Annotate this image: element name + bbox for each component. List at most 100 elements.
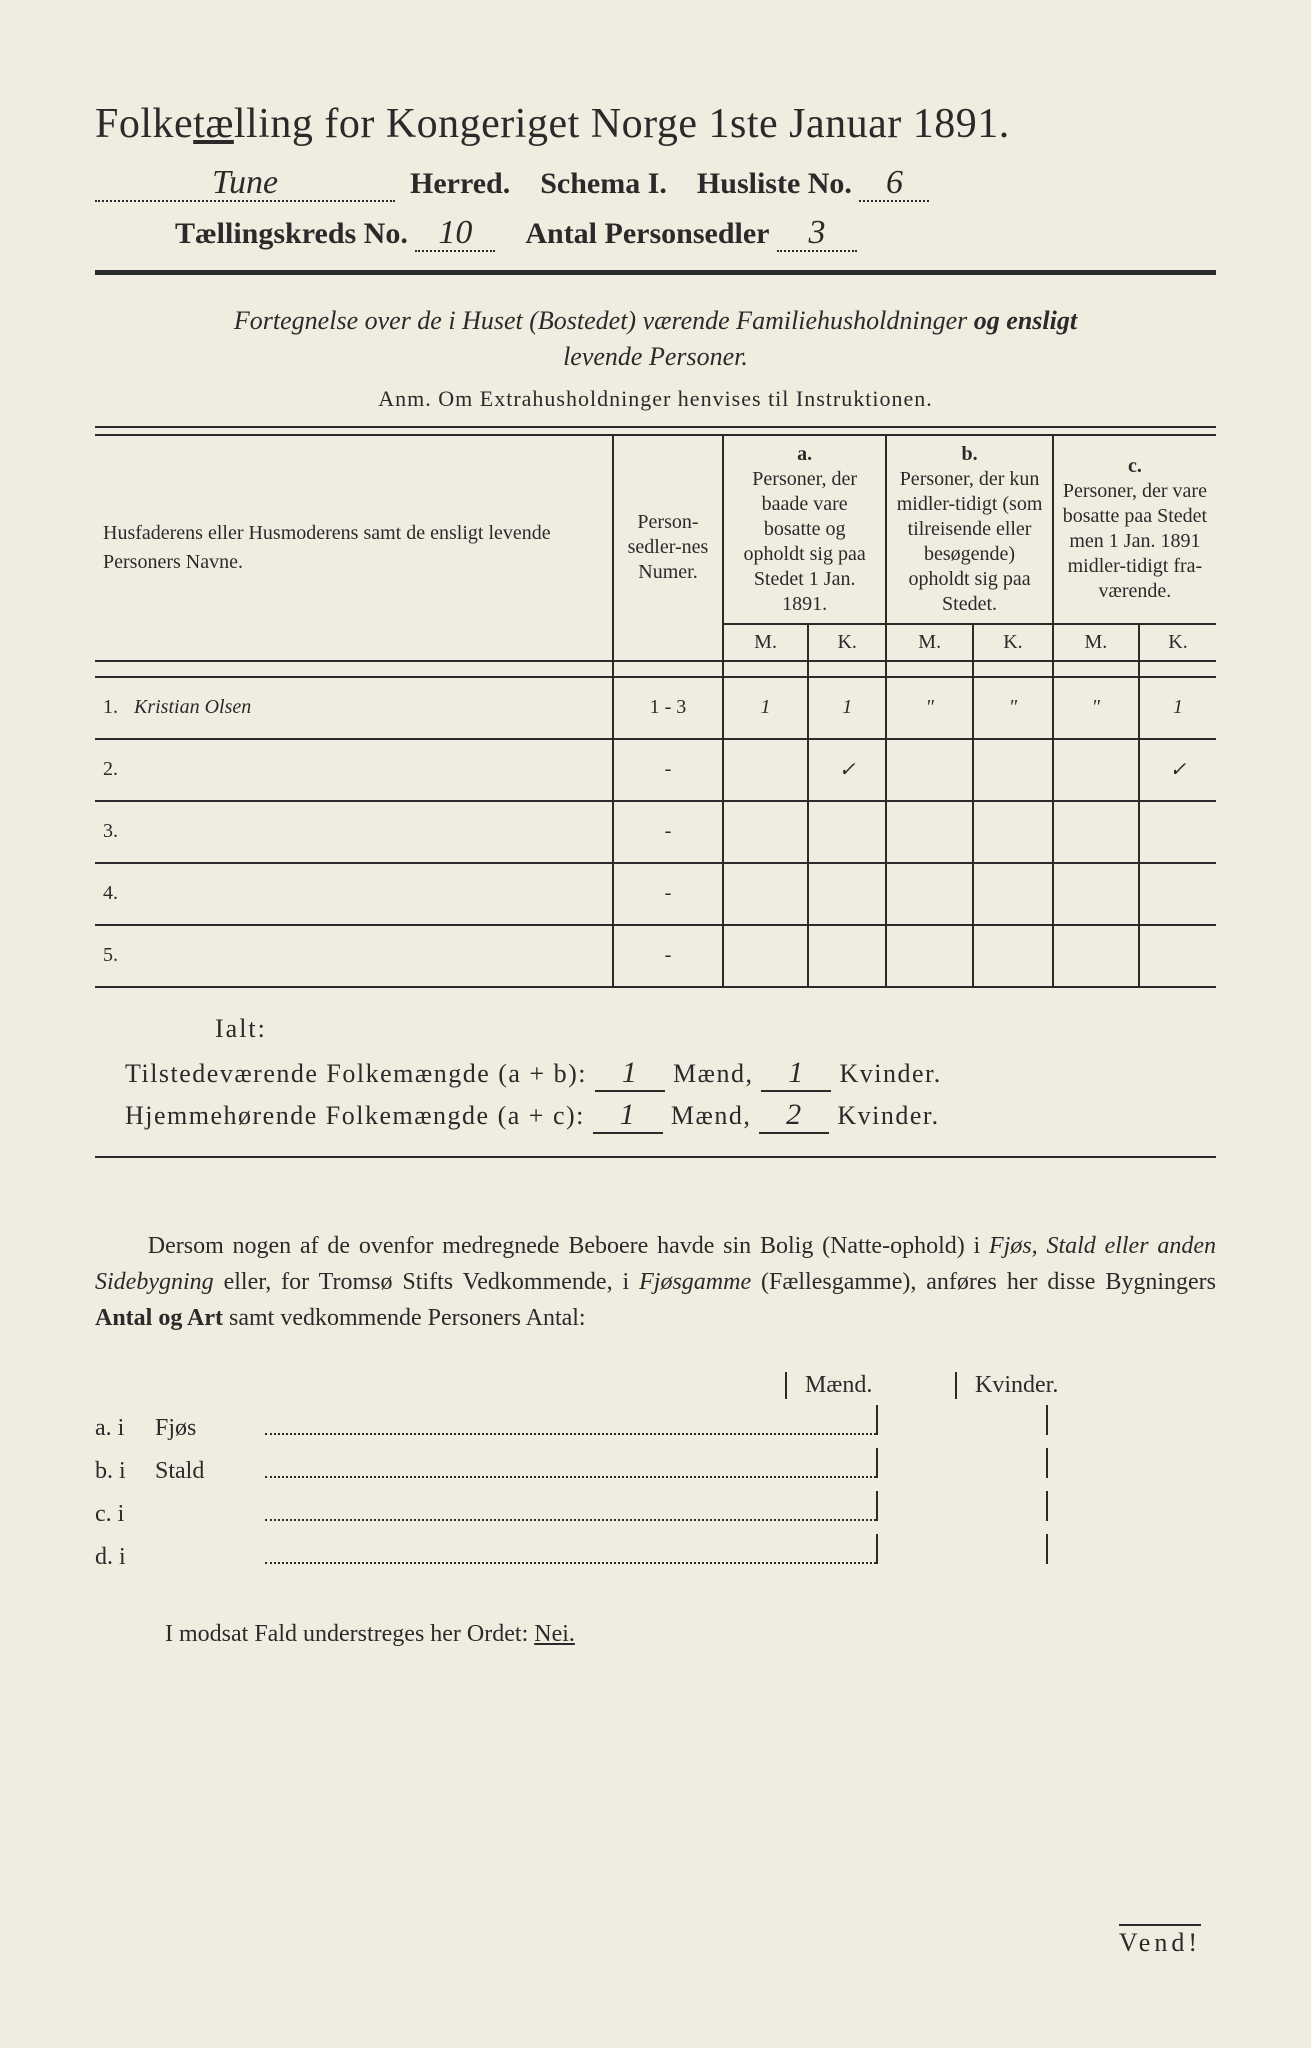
kvinder-2: Kvinder. — [837, 1101, 939, 1130]
para-t1: Dersom nogen af de ovenfor medregnede Be… — [148, 1233, 989, 1259]
table-gap-row — [95, 661, 1216, 677]
row-cm — [1053, 863, 1139, 925]
col-b: b. Personer, der kun midler-tidigt (som … — [886, 435, 1053, 624]
maend-1: Mænd, — [673, 1059, 753, 1088]
abcd-word: Fjøs — [155, 1415, 265, 1442]
row-sedler: - — [613, 739, 723, 801]
abcd-lab: c. i — [95, 1501, 155, 1528]
col-b-txt: Personer, der kun midler-tidigt (som til… — [897, 468, 1043, 615]
row-ak — [808, 801, 886, 863]
row-name: Kristian Olsen — [126, 677, 613, 739]
row-am — [723, 863, 808, 925]
row-bm — [886, 925, 973, 987]
intro-text: Fortegnelse over de i Huset (Bostedet) v… — [95, 303, 1216, 376]
row-bm — [886, 801, 973, 863]
row-num: 3. — [95, 801, 126, 863]
row-sedler: 1 - 3 — [613, 677, 723, 739]
row-ck — [1139, 801, 1216, 863]
row-cm: " — [1053, 677, 1139, 739]
mk-cells — [876, 1534, 1216, 1564]
para-t2: eller, for Tromsø Stifts Vedkommende, i — [214, 1269, 639, 1295]
tilst-m: 1 — [595, 1056, 665, 1092]
hjem-k: 2 — [759, 1098, 829, 1134]
col-b-lbl: b. — [961, 443, 977, 465]
col-names: Husfaderens eller Husmoderens samt de en… — [95, 435, 613, 661]
a-k: K. — [808, 624, 886, 661]
anm-text: Anm. Om Extrahusholdninger henvises til … — [95, 386, 1216, 412]
abcd-block: Mænd. Kvinder. a. i Fjøs b. i Stald c. i… — [95, 1372, 1216, 1571]
row-name — [126, 739, 613, 801]
col-c-txt: Personer, der vare bosatte paa Stedet me… — [1063, 480, 1207, 602]
row-cm — [1053, 801, 1139, 863]
mk-cells — [876, 1491, 1216, 1521]
row-sedler: - — [613, 801, 723, 863]
row-ck — [1139, 863, 1216, 925]
husliste-label: Husliste No. — [697, 167, 852, 200]
tilst-label: Tilstedeværende Folkemængde (a + b): — [125, 1059, 587, 1088]
mk-cells — [876, 1448, 1216, 1478]
dots — [265, 1413, 876, 1435]
nei-word: Nei. — [534, 1621, 575, 1647]
row-num: 5. — [95, 925, 126, 987]
row-am — [723, 801, 808, 863]
row-num: 2. — [95, 739, 126, 801]
table-row: 2. - ✓ ✓ — [95, 739, 1216, 801]
row-bm: " — [886, 677, 973, 739]
row-bm — [886, 863, 973, 925]
col-a-txt: Personer, der baade vare bosatte og opho… — [744, 468, 866, 615]
para-b1: Antal og Art — [95, 1305, 223, 1331]
para-t3: (Fællesgamme), anføres her disse Bygning… — [751, 1269, 1216, 1295]
c-m: M. — [1053, 624, 1139, 661]
header-line-3: Tællingskreds No. 10 Antal Personsedler … — [175, 216, 1216, 252]
row-cm — [1053, 925, 1139, 987]
table-row: 3. - — [95, 801, 1216, 863]
row-ck — [1139, 925, 1216, 987]
table-row: 5. - — [95, 925, 1216, 987]
herred-label: Herred. — [410, 167, 510, 200]
mk-m: Mænd. — [785, 1372, 955, 1399]
c-k: K. — [1139, 624, 1216, 661]
table-row: 1. Kristian Olsen 1 - 3 1 1 " " " 1 — [95, 677, 1216, 739]
b-k: K. — [973, 624, 1053, 661]
rule-thin-1 — [95, 426, 1216, 428]
abcd-row: b. i Stald — [95, 1448, 1216, 1485]
dots — [265, 1499, 876, 1521]
abcd-lab: b. i — [95, 1458, 155, 1485]
title-under: tæ — [193, 101, 234, 147]
ialt-label: Ialt: — [215, 1014, 1216, 1044]
rule-thick-1 — [95, 270, 1216, 275]
vend-label: Vend! — [1119, 1924, 1201, 1958]
row-name — [126, 925, 613, 987]
abcd-row: c. i — [95, 1491, 1216, 1528]
abcd-lab: a. i — [95, 1415, 155, 1442]
rule-thin-2 — [95, 1156, 1216, 1158]
maend-2: Mænd, — [671, 1101, 751, 1130]
row-bk — [973, 863, 1053, 925]
row-name — [126, 801, 613, 863]
main-table: Husfaderens eller Husmoderens samt de en… — [95, 434, 1216, 988]
row-bm — [886, 739, 973, 801]
husliste-value: 6 — [859, 166, 929, 202]
hjem-label: Hjemmehørende Folkemængde (a + c): — [125, 1101, 585, 1130]
intro-1b: og ensligt — [974, 306, 1077, 335]
row-ck: 1 — [1139, 677, 1216, 739]
summary-tilst: Tilstedeværende Folkemængde (a + b): 1 M… — [125, 1056, 1216, 1092]
col-a: a. Personer, der baade vare bosatte og o… — [723, 435, 886, 624]
row-am: 1 — [723, 677, 808, 739]
a-m: M. — [723, 624, 808, 661]
row-am — [723, 925, 808, 987]
col-names-text: Husfaderens eller Husmoderens samt de en… — [103, 522, 551, 573]
schema-label: Schema I. — [540, 167, 667, 200]
dots — [265, 1456, 876, 1478]
row-ak: ✓ — [808, 739, 886, 801]
table-header-row-1: Husfaderens eller Husmoderens samt de en… — [95, 435, 1216, 624]
kreds-value: 10 — [415, 216, 495, 252]
tilst-k: 1 — [761, 1056, 831, 1092]
col-c: c. Personer, der vare bosatte paa Stedet… — [1053, 435, 1216, 624]
col-c-lbl: c. — [1128, 455, 1142, 477]
row-num: 1. — [95, 677, 126, 739]
summary-hjem: Hjemmehørende Folkemængde (a + c): 1 Mæn… — [125, 1098, 1216, 1134]
kvinder-1: Kvinder. — [839, 1059, 941, 1088]
row-ak — [808, 925, 886, 987]
row-bk — [973, 801, 1053, 863]
